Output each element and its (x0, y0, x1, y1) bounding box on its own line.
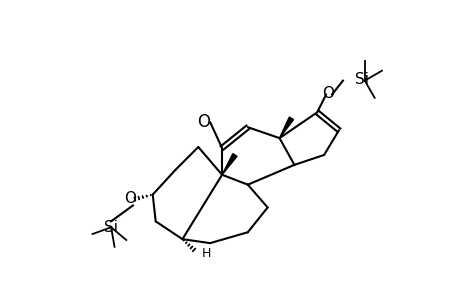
Text: H: H (201, 247, 210, 260)
Text: Si: Si (104, 220, 118, 235)
Text: O: O (321, 86, 333, 101)
Polygon shape (279, 117, 293, 138)
Text: O: O (196, 113, 209, 131)
Text: Si: Si (354, 72, 368, 87)
Text: O: O (123, 191, 136, 206)
Polygon shape (222, 154, 236, 175)
